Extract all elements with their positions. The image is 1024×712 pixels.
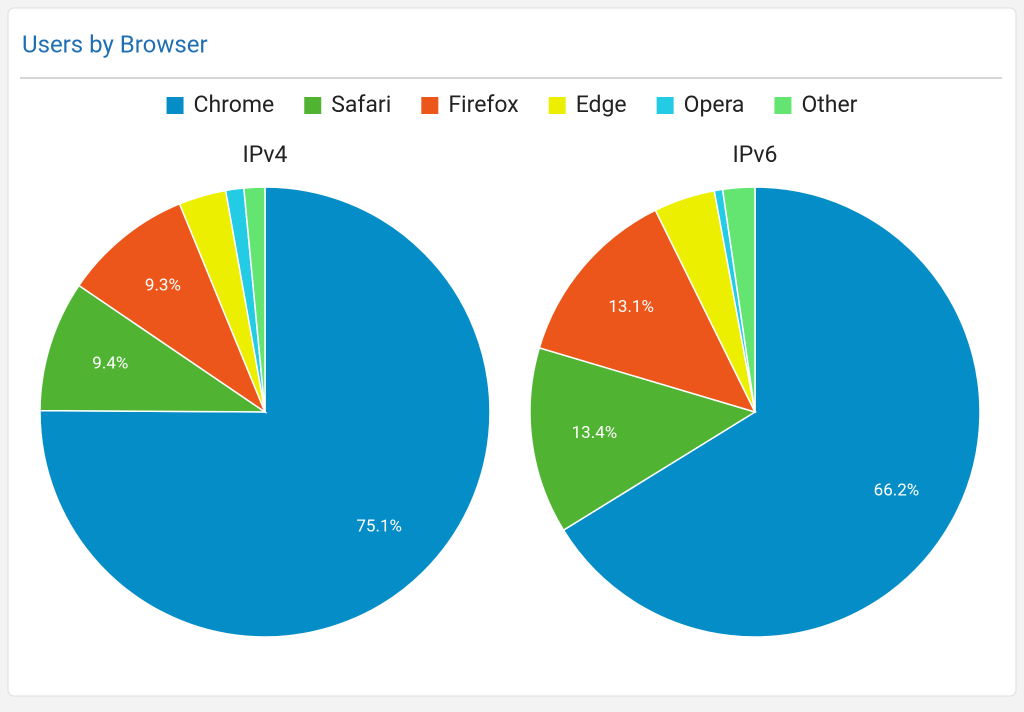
slice-label: 13.1%	[608, 297, 654, 317]
pie-slice	[243, 186, 266, 413]
slice-label: 13.4%	[572, 423, 618, 443]
legend-label: Chrome	[194, 91, 275, 118]
pie-title: IPv6	[732, 141, 777, 168]
legend-label: Other	[801, 91, 857, 118]
pie-slice	[721, 186, 756, 413]
legend-swatch	[421, 97, 439, 114]
legend-item: Opera	[656, 91, 745, 118]
pie-slice	[77, 202, 267, 415]
pie-slice	[39, 186, 491, 638]
legend-item: Safari	[304, 91, 391, 118]
pie-slice	[39, 284, 268, 413]
panel-title: Users by Browser	[22, 30, 208, 58]
slice-label: 66.2%	[874, 480, 920, 500]
pie-slice	[562, 186, 981, 638]
legend-swatch	[774, 97, 792, 114]
legend-swatch	[656, 97, 674, 114]
legend-label: Opera	[684, 91, 745, 118]
legend-item: Other	[774, 91, 858, 118]
legend-swatch	[304, 97, 322, 114]
pie-slice	[529, 346, 757, 532]
slice-label: 75.1%	[356, 516, 402, 536]
pie-title: IPv4	[242, 141, 287, 168]
legend-item: Firefox	[421, 91, 519, 118]
legend-item: Chrome	[166, 91, 275, 118]
slice-label: 9.4%	[92, 353, 128, 373]
legend-label: Safari	[331, 91, 391, 118]
pie-slice	[538, 209, 757, 414]
legend-label: Firefox	[448, 91, 518, 118]
legend: Chrome Safari Firefox Edge Opera Other	[166, 91, 858, 118]
slice-label: 9.3%	[145, 276, 181, 296]
legend-label: Edge	[576, 91, 627, 118]
legend-item: Edge	[548, 91, 627, 118]
legend-swatch	[166, 97, 184, 114]
legend-swatch	[548, 97, 566, 114]
